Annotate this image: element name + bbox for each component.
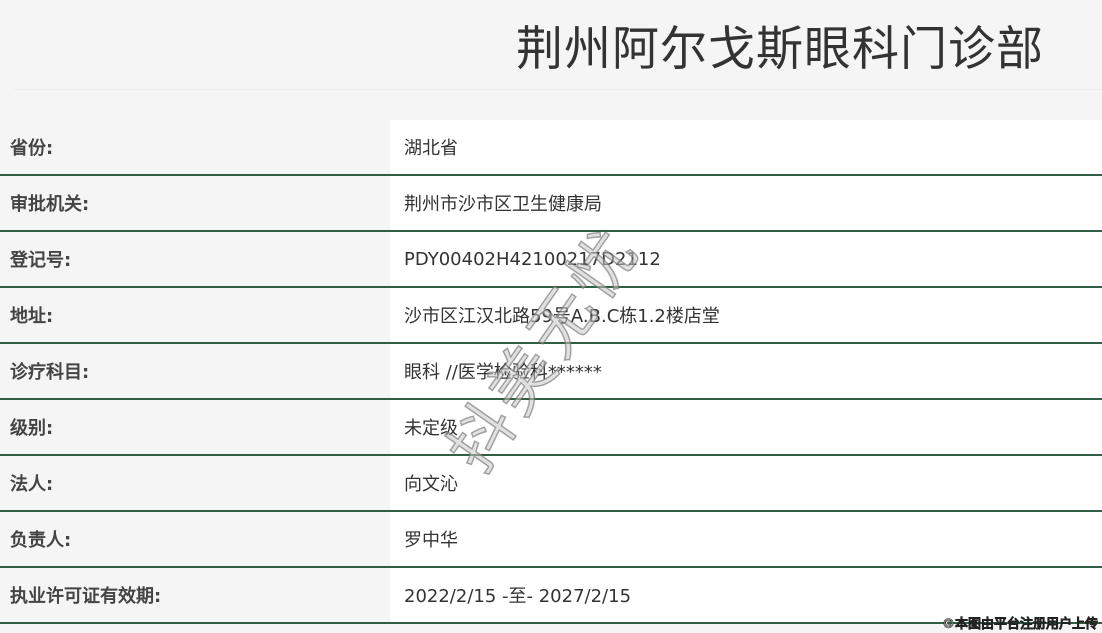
info-table: 省份: 湖北省 审批机关: 荆州市沙市区卫生健康局 登记号: PDY00402H421… — [0, 120, 1102, 624]
row-label: 执业许可证有效期: — [0, 568, 390, 622]
row-value: PDY00402H42100217D2112 — [390, 232, 1102, 286]
row-label: 审批机关: — [0, 176, 390, 230]
upload-credit: ©本图由平台注册用户上传 — [941, 617, 1099, 633]
page-title: 荆州阿尔戈斯眼科门诊部 — [516, 22, 1044, 77]
row-label: 级别: — [0, 400, 390, 454]
row-value: 湖北省 — [390, 120, 1102, 174]
table-row-legal-person: 法人: 向文沁 — [0, 456, 1102, 512]
table-row-authority: 审批机关: 荆州市沙市区卫生健康局 — [0, 176, 1102, 232]
table-row-registration: 登记号: PDY00402H42100217D2112 — [0, 232, 1102, 288]
row-value: 罗中华 — [390, 512, 1102, 566]
row-value: 2022/2/15 -至- 2027/2/15 — [390, 568, 1102, 622]
row-value: 沙市区江汉北路59号A.B.C栋1.2楼店堂 — [390, 288, 1102, 342]
row-label: 登记号: — [0, 232, 390, 286]
row-value: 眼科 //医学检验科****** — [390, 344, 1102, 398]
row-value: 荆州市沙市区卫生健康局 — [390, 176, 1102, 230]
row-label: 负责人: — [0, 512, 390, 566]
row-value: 向文沁 — [390, 456, 1102, 510]
table-row-validity: 执业许可证有效期: 2022/2/15 -至- 2027/2/15 — [0, 568, 1102, 624]
row-label: 诊疗科目: — [0, 344, 390, 398]
table-row-manager: 负责人: 罗中华 — [0, 512, 1102, 568]
table-row-address: 地址: 沙市区江汉北路59号A.B.C栋1.2楼店堂 — [0, 288, 1102, 344]
table-row-departments: 诊疗科目: 眼科 //医学检验科****** — [0, 344, 1102, 400]
row-label: 法人: — [0, 456, 390, 510]
row-label: 省份: — [0, 120, 390, 174]
row-label: 地址: — [0, 288, 390, 342]
table-row-province: 省份: 湖北省 — [0, 120, 1102, 176]
table-row-level: 级别: 未定级 — [0, 400, 1102, 456]
row-value: 未定级 — [390, 400, 1102, 454]
divider — [14, 89, 1102, 90]
